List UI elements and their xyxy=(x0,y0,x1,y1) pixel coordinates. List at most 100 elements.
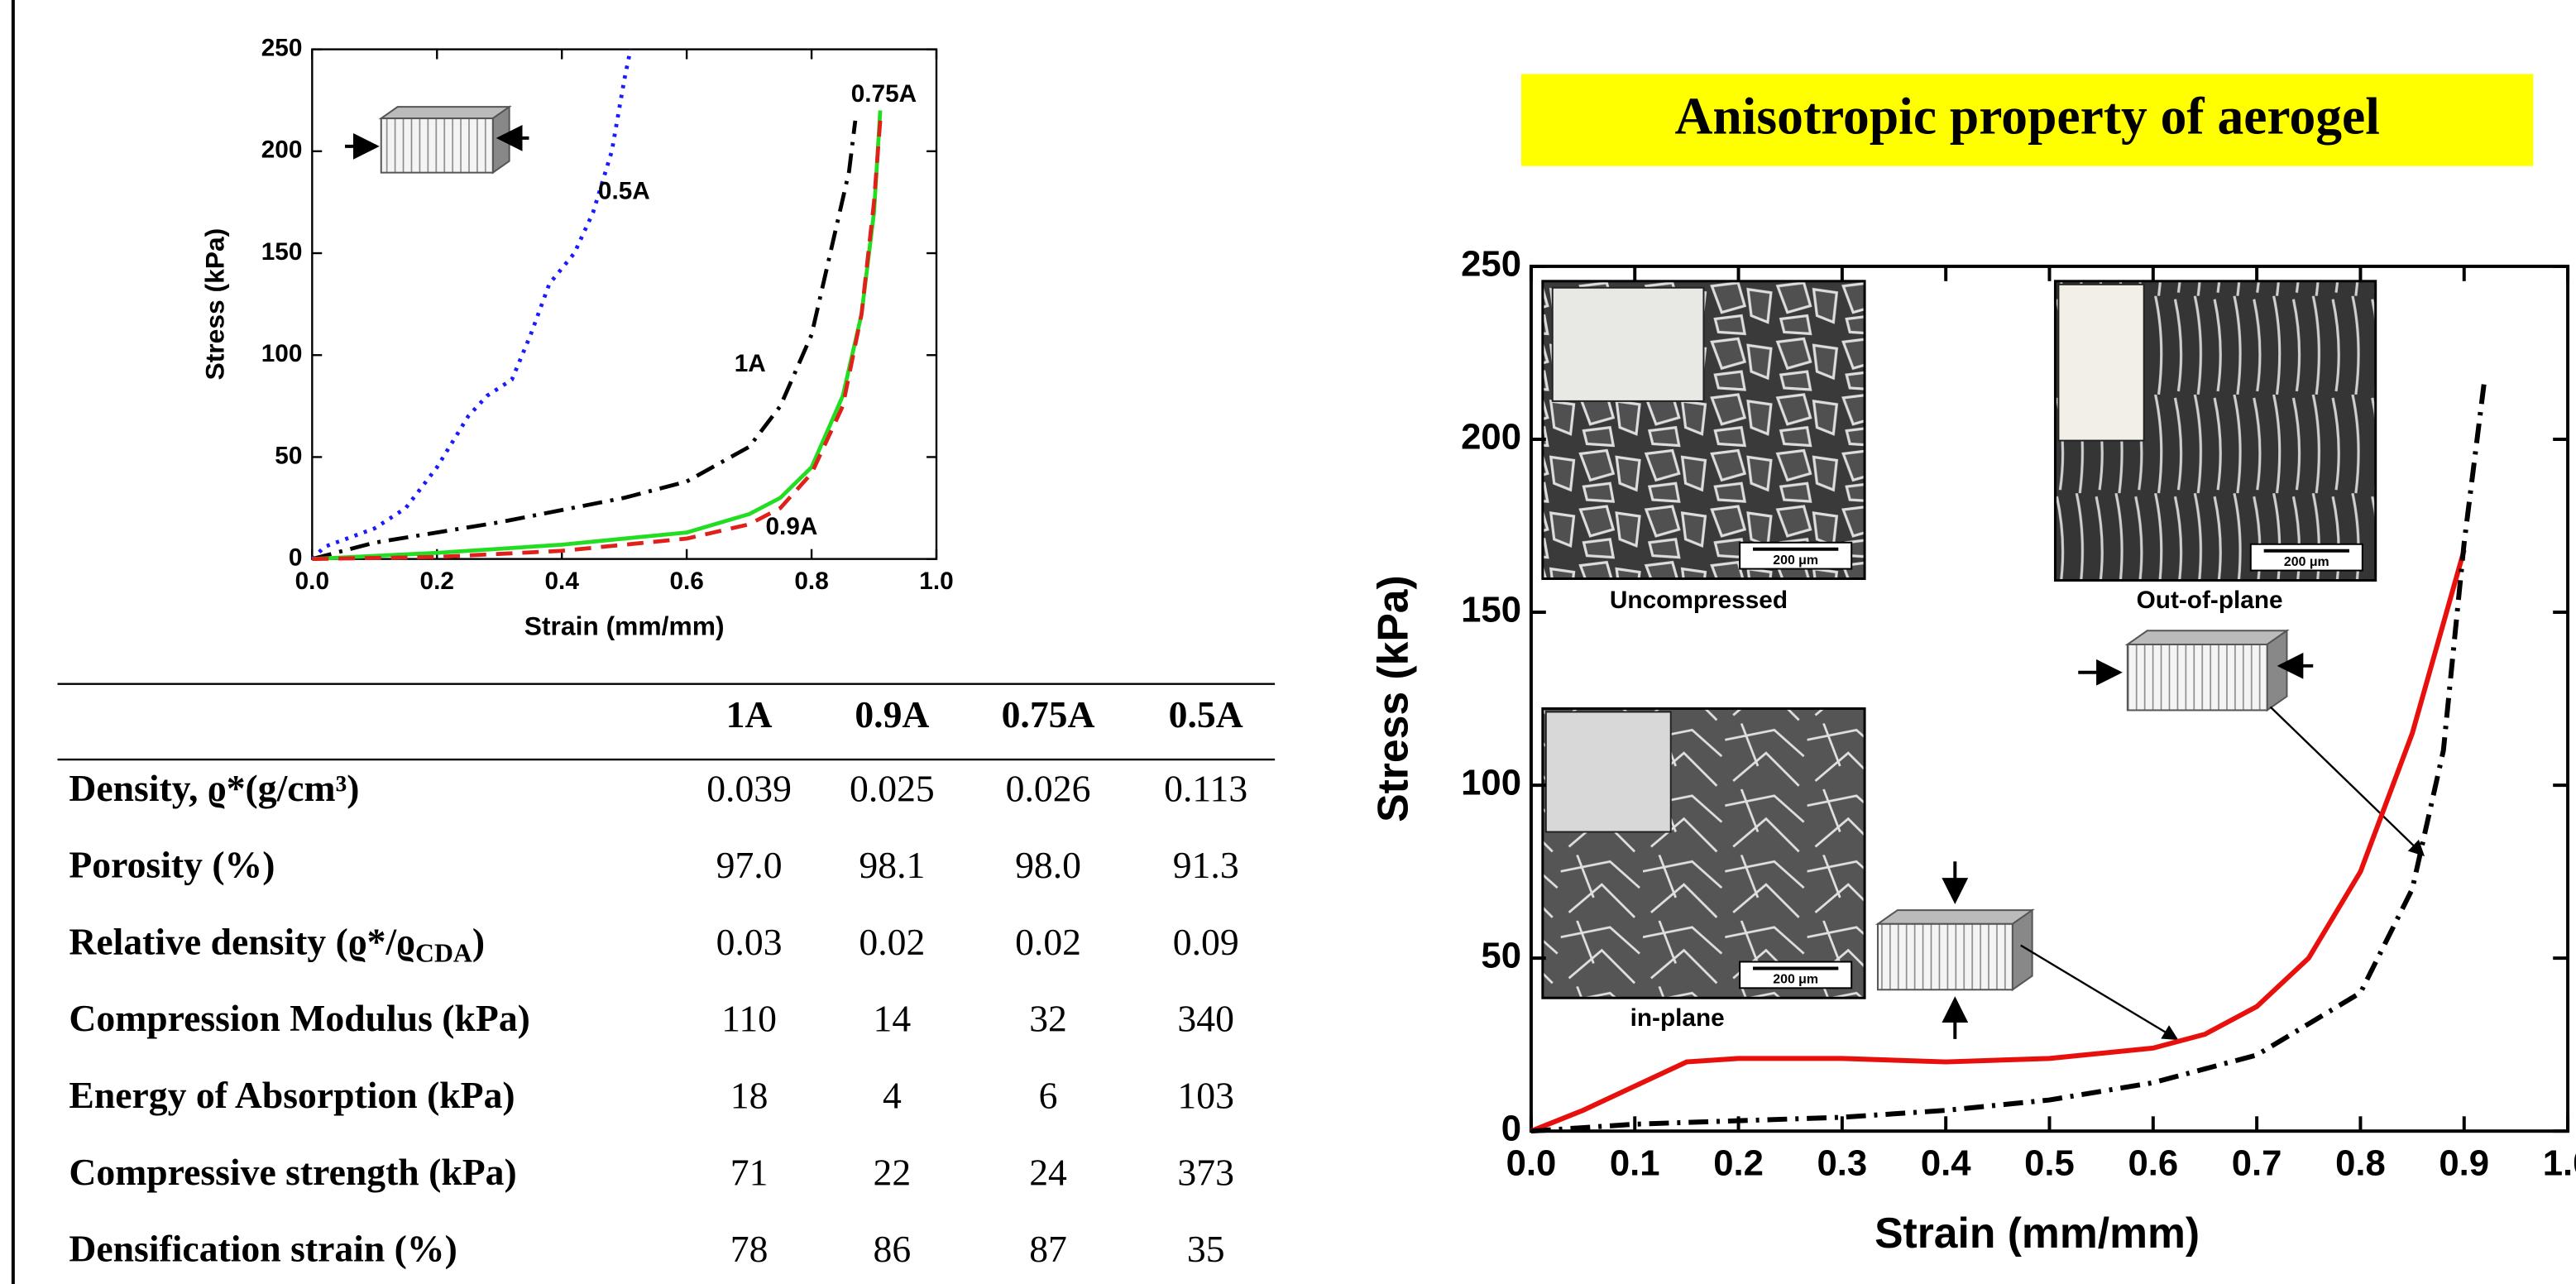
cell: 86 xyxy=(874,1228,912,1270)
cell: 110 xyxy=(721,998,777,1040)
y-tick-label: 100 xyxy=(261,340,303,367)
cell: 373 xyxy=(1177,1151,1234,1193)
x-tick-label: 1.0 xyxy=(2543,1143,2576,1183)
row-label-sub: CDA xyxy=(415,939,472,968)
cell: 78 xyxy=(730,1228,768,1270)
x-tick-label: 0.8 xyxy=(2335,1143,2386,1183)
cube-front xyxy=(2128,644,2267,710)
x-tick-label: 0.8 xyxy=(794,568,828,595)
cell: 0.026 xyxy=(1006,767,1091,809)
chart-title: Anisotropic property of aerogel xyxy=(1674,87,2379,146)
row-label-text: Energy of Absorption (kPa) xyxy=(69,1075,515,1117)
column-header: 0.75A xyxy=(1002,693,1095,735)
photo-inset xyxy=(2058,285,2143,441)
cell: 18 xyxy=(730,1075,768,1117)
series-label: 0.9A xyxy=(765,513,817,540)
cell: 0.02 xyxy=(859,921,925,963)
cell: 0.03 xyxy=(716,921,783,963)
column-header: 0.5A xyxy=(1169,693,1243,735)
row-label: Densification strain (%) xyxy=(69,1228,457,1270)
cube-front xyxy=(1878,924,2013,989)
row-label: Compressive strength (kPa) xyxy=(69,1151,516,1193)
x-axis-label: Strain (mm/mm) xyxy=(1875,1209,2200,1257)
y-tick-label: 250 xyxy=(261,34,303,61)
pointer xyxy=(2271,707,2424,855)
series-line xyxy=(312,121,855,559)
series-label: 0.75A xyxy=(851,80,917,108)
cell: 97.0 xyxy=(716,844,783,886)
cell: 22 xyxy=(874,1151,912,1193)
cell: 0.02 xyxy=(1015,921,1081,963)
row-label-text: Densification strain (%) xyxy=(69,1228,457,1270)
cell: 35 xyxy=(1187,1228,1225,1270)
cube-top xyxy=(2128,630,2287,644)
pointer xyxy=(2021,946,2177,1039)
scale-bar-label: 200 μm xyxy=(1773,553,1818,568)
cell: 0.113 xyxy=(1164,767,1247,809)
x-tick-label: 0.3 xyxy=(1817,1143,1868,1183)
x-tick-label: 0.5 xyxy=(2024,1143,2075,1183)
column-header: 0.9A xyxy=(855,693,929,735)
cell: 71 xyxy=(730,1151,768,1193)
y-tick-label: 200 xyxy=(261,137,303,164)
cell: 4 xyxy=(883,1075,902,1117)
y-axis-label: Stress (kPa) xyxy=(200,228,230,381)
y-tick-label: 50 xyxy=(275,442,302,469)
cell: 91.3 xyxy=(1173,844,1239,886)
y-tick-label: 0 xyxy=(1501,1109,1521,1149)
row-label-tail: ) xyxy=(472,921,485,963)
x-tick-label: 0.6 xyxy=(669,568,703,595)
x-tick-label: 0.2 xyxy=(420,568,454,595)
y-tick-label: 150 xyxy=(261,238,303,266)
y-axis-label: Stress (kPa) xyxy=(1369,575,1417,822)
cell: 14 xyxy=(874,998,912,1040)
cell: 340 xyxy=(1177,998,1234,1040)
cube-top xyxy=(381,107,510,118)
x-tick-label: 0.1 xyxy=(1610,1143,1660,1183)
cell: 32 xyxy=(1029,998,1067,1040)
image-label: Uncompressed xyxy=(1610,587,1788,614)
row-label: Energy of Absorption (kPa) xyxy=(69,1075,515,1117)
row-label-text: Porosity (%) xyxy=(69,844,275,886)
x-tick-label: 0.7 xyxy=(2232,1143,2282,1183)
cell: 0.025 xyxy=(850,767,935,809)
y-tick-label: 50 xyxy=(1481,936,1521,976)
cell: 98.0 xyxy=(1015,844,1081,886)
x-tick-label: 0.4 xyxy=(545,568,580,595)
x-tick-label: 0.4 xyxy=(1921,1143,1971,1183)
row-label-text: Compressive strength (kPa) xyxy=(69,1151,516,1193)
y-tick-label: 100 xyxy=(1461,763,1521,803)
y-tick-label: 200 xyxy=(1461,417,1521,458)
y-tick-label: 150 xyxy=(1461,590,1521,630)
x-tick-label: 0.2 xyxy=(1713,1143,1764,1183)
row-label: Relative density (ϱ*/ϱCDA) xyxy=(69,921,485,968)
cell: 103 xyxy=(1177,1075,1234,1117)
row-label: Compression Modulus (kPa) xyxy=(69,998,529,1040)
slide: Anisotropic property of aerogel 200 μm 20… xyxy=(0,0,2576,1284)
cell: 0.039 xyxy=(706,767,792,809)
cell: 6 xyxy=(1039,1075,1058,1117)
image-label: Out-of-plane xyxy=(2137,587,2283,614)
series-line xyxy=(312,111,880,559)
x-tick-label: 1.0 xyxy=(919,568,953,595)
row-label: Porosity (%) xyxy=(69,844,275,886)
series-line xyxy=(312,121,880,559)
row-label-text: Density, ϱ*(g/cm³) xyxy=(69,767,359,809)
series-label: 0.5A xyxy=(598,177,650,204)
row-label: Density, ϱ*(g/cm³) xyxy=(69,767,359,809)
cell: 87 xyxy=(1029,1228,1067,1270)
photo-inset xyxy=(1546,711,1671,831)
cube-top xyxy=(1878,910,2033,924)
scale-bar-label: 200 μm xyxy=(2284,555,2329,569)
y-tick-label: 0 xyxy=(289,544,303,572)
photo-inset xyxy=(1553,288,1704,401)
cell: 0.09 xyxy=(1173,921,1239,963)
row-label-text: Compression Modulus (kPa) xyxy=(69,998,529,1040)
cube-front xyxy=(381,118,493,173)
row-label-text: Relative density (ϱ*/ϱ xyxy=(69,921,415,963)
x-tick-label: 0.9 xyxy=(2439,1143,2489,1183)
cube-side xyxy=(2267,630,2287,710)
image-label: in-plane xyxy=(1630,1004,1725,1032)
x-axis-label: Strain (mm/mm) xyxy=(524,611,725,640)
cell: 24 xyxy=(1029,1151,1067,1193)
